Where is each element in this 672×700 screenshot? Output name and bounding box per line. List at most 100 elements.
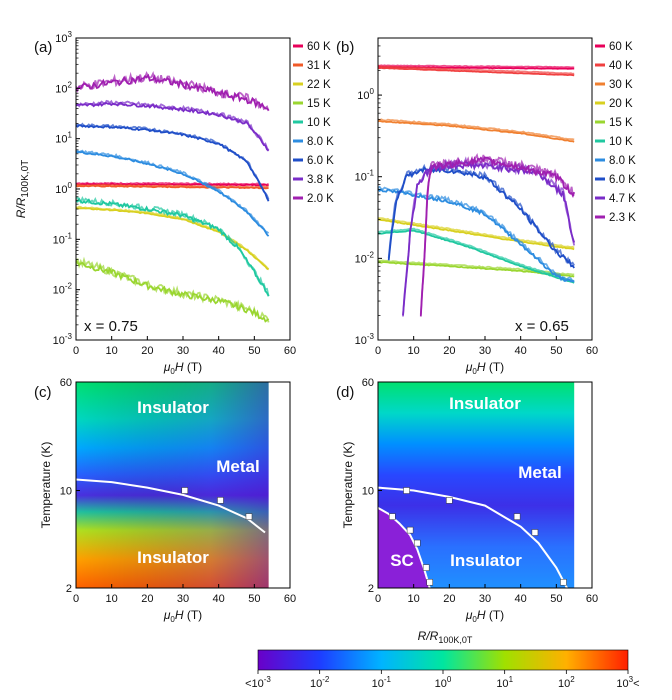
panel-b-ytick-label: 10-3 xyxy=(355,332,375,347)
panel-a-xticks: 0 10 20 30 40 50 60 xyxy=(73,336,296,357)
panel-b-series-line xyxy=(387,163,575,266)
panel-c-xtick-label: 50 xyxy=(248,593,260,605)
panel-a-legend-label: 8.0 K xyxy=(307,136,334,148)
panel-b-legend-label: 2.3 K xyxy=(609,212,636,224)
panel-a-series-line xyxy=(76,150,270,237)
phase-point xyxy=(181,487,189,494)
panel-d: (d) Insulator Metal SC Insulator 0 10 20 30… xyxy=(336,377,598,624)
panel-a-series-line xyxy=(76,195,270,297)
panel-a-xtick-label: 50 xyxy=(248,345,260,357)
panel-b-series-line xyxy=(378,119,575,143)
panel-c-xtick-label: 30 xyxy=(177,593,189,605)
region-metal: Metal xyxy=(518,463,561,482)
colorbar-tick-label: 102 xyxy=(558,675,575,690)
panel-b-legend-label: 60 K xyxy=(609,41,633,53)
panel-b-legend-label: 4.7 K xyxy=(609,193,636,205)
xlabel-sub: 0 xyxy=(472,367,477,376)
region-insulator-top: Insulator xyxy=(449,394,521,413)
panel-b-legend: 60 K 40 K 30 K 20 K 15 K 10 K 8.0 K 6.0 K 4.7 K 2… xyxy=(595,41,636,224)
panel-a-xtick-label: 60 xyxy=(284,345,296,357)
panel-b-series-line xyxy=(378,66,575,77)
panel-c-xtick-label: 0 xyxy=(73,593,79,605)
panel-d-xtick-label: 30 xyxy=(479,593,491,605)
panel-c-yticks: 2 10 60 xyxy=(60,377,80,595)
panel-a-legend-label: 22 K xyxy=(307,79,331,91)
xlabel-sub: 0 xyxy=(170,367,175,376)
panel-d-ylabel: Temperature (K) xyxy=(341,442,355,529)
panel-b-xticks: 0 10 20 30 40 50 60 xyxy=(375,336,598,357)
panel-b-yticks: 10-3 10-2 10-1 100 xyxy=(355,37,382,347)
panel-c: (c) Insulator Metal Insulator 0 10 20 30 40 5… xyxy=(34,377,296,624)
panel-b-xtick-label: 0 xyxy=(375,345,381,357)
panel-b-xtick-label: 20 xyxy=(443,345,455,357)
region-insulator-bottom: Insulator xyxy=(137,548,209,567)
panel-a-xtick-label: 40 xyxy=(213,345,225,357)
panel-d-xlabel: μ0H (T) xyxy=(465,608,504,624)
colorbar-label: R/R100K,0T xyxy=(418,629,473,645)
panel-a-series-line xyxy=(76,181,270,186)
panel-b-series-line xyxy=(378,64,575,69)
panel-b-ytick-label: 10-2 xyxy=(355,250,375,265)
panel-b-series-line xyxy=(378,65,575,75)
panel-a-ytick-label: 102 xyxy=(55,80,72,95)
panel-b-series-line xyxy=(378,218,575,251)
panel-d-sc-region xyxy=(378,507,430,588)
region-metal: Metal xyxy=(216,457,259,476)
panel-b-series-line xyxy=(378,217,575,249)
xlabel-mu: μ xyxy=(465,608,473,622)
colorbar-ticks: <10-3 10-2 10-1 100 101 102 103< xyxy=(245,670,640,690)
panel-c-xtick-label: 10 xyxy=(106,593,118,605)
panel-b-legend-label: 20 K xyxy=(609,98,633,110)
panel-c-tag: (c) xyxy=(34,384,52,401)
panel-d-xtick-label: 50 xyxy=(550,593,562,605)
panel-d-xtick-label: 20 xyxy=(443,593,455,605)
panel-c-xtick-label: 40 xyxy=(213,593,225,605)
region-insulator-bottom: Insulator xyxy=(450,551,522,570)
panel-a-series-line xyxy=(76,149,270,234)
panel-a-legend-label: 15 K xyxy=(307,98,331,110)
panel-a-ytick-label: 10-3 xyxy=(53,332,73,347)
panel-b-xtick-label: 30 xyxy=(479,345,491,357)
panel-a-legend-label: 3.8 K xyxy=(307,174,334,186)
panel-b-series-line xyxy=(419,152,575,315)
panel-c-xticks: 0 10 20 30 40 50 60 xyxy=(73,584,296,605)
phase-point xyxy=(531,529,539,536)
panel-a-annotation: x = 0.75 xyxy=(84,318,138,335)
colorbar-tick-label: 100 xyxy=(435,675,452,690)
panel-a-ytick-label: 100 xyxy=(55,181,72,196)
panel-b-frame xyxy=(377,37,593,341)
panel-a-series-line xyxy=(76,70,270,112)
panel-a-legend-label: 60 K xyxy=(307,41,331,53)
phase-point xyxy=(422,564,430,571)
panel-b-series-line xyxy=(378,188,575,283)
xlabel-mu: μ xyxy=(163,608,171,622)
panel-a-ytick-label: 10-1 xyxy=(53,231,73,246)
panel-a-legend-label: 6.0 K xyxy=(307,155,334,167)
panel-a-ytick-label: 10-2 xyxy=(53,282,73,297)
panel-a-series xyxy=(76,70,270,323)
panel-a-xtick-label: 20 xyxy=(141,345,153,357)
panel-c-xtick-label: 20 xyxy=(141,593,153,605)
panel-a-ylabel: R/R100K,0T xyxy=(14,160,31,218)
xlabel-sub: 0 xyxy=(472,615,477,624)
phase-point xyxy=(389,513,396,520)
panel-b-xtick-label: 40 xyxy=(515,345,527,357)
panel-d-xtick-label: 40 xyxy=(515,593,527,605)
panel-b-legend-label: 6.0 K xyxy=(609,174,636,186)
panel-a-legend: 60 K 31 K 22 K 15 K 10 K 8.0 K 6.0 K 3.8 K 2.0 K xyxy=(293,41,334,205)
xlabel-mu: μ xyxy=(465,360,473,374)
panel-b-legend-label: 30 K xyxy=(609,79,633,91)
panel-a-xtick-label: 10 xyxy=(106,345,118,357)
panel-a-xtick-label: 0 xyxy=(73,345,79,357)
panel-a-series-line xyxy=(76,205,270,270)
panel-b-series xyxy=(378,64,576,317)
panel-a-series-line xyxy=(76,124,270,202)
region-sc: SC xyxy=(390,551,414,570)
panel-b-legend-label: 15 K xyxy=(609,117,633,129)
panel-c-xtick-label: 60 xyxy=(284,593,296,605)
panel-a-series-line xyxy=(76,99,270,151)
panel-d-xtick-label: 0 xyxy=(375,593,381,605)
colorbar-tick-label: 10-1 xyxy=(372,675,392,690)
panel-b-series-line xyxy=(378,185,575,282)
